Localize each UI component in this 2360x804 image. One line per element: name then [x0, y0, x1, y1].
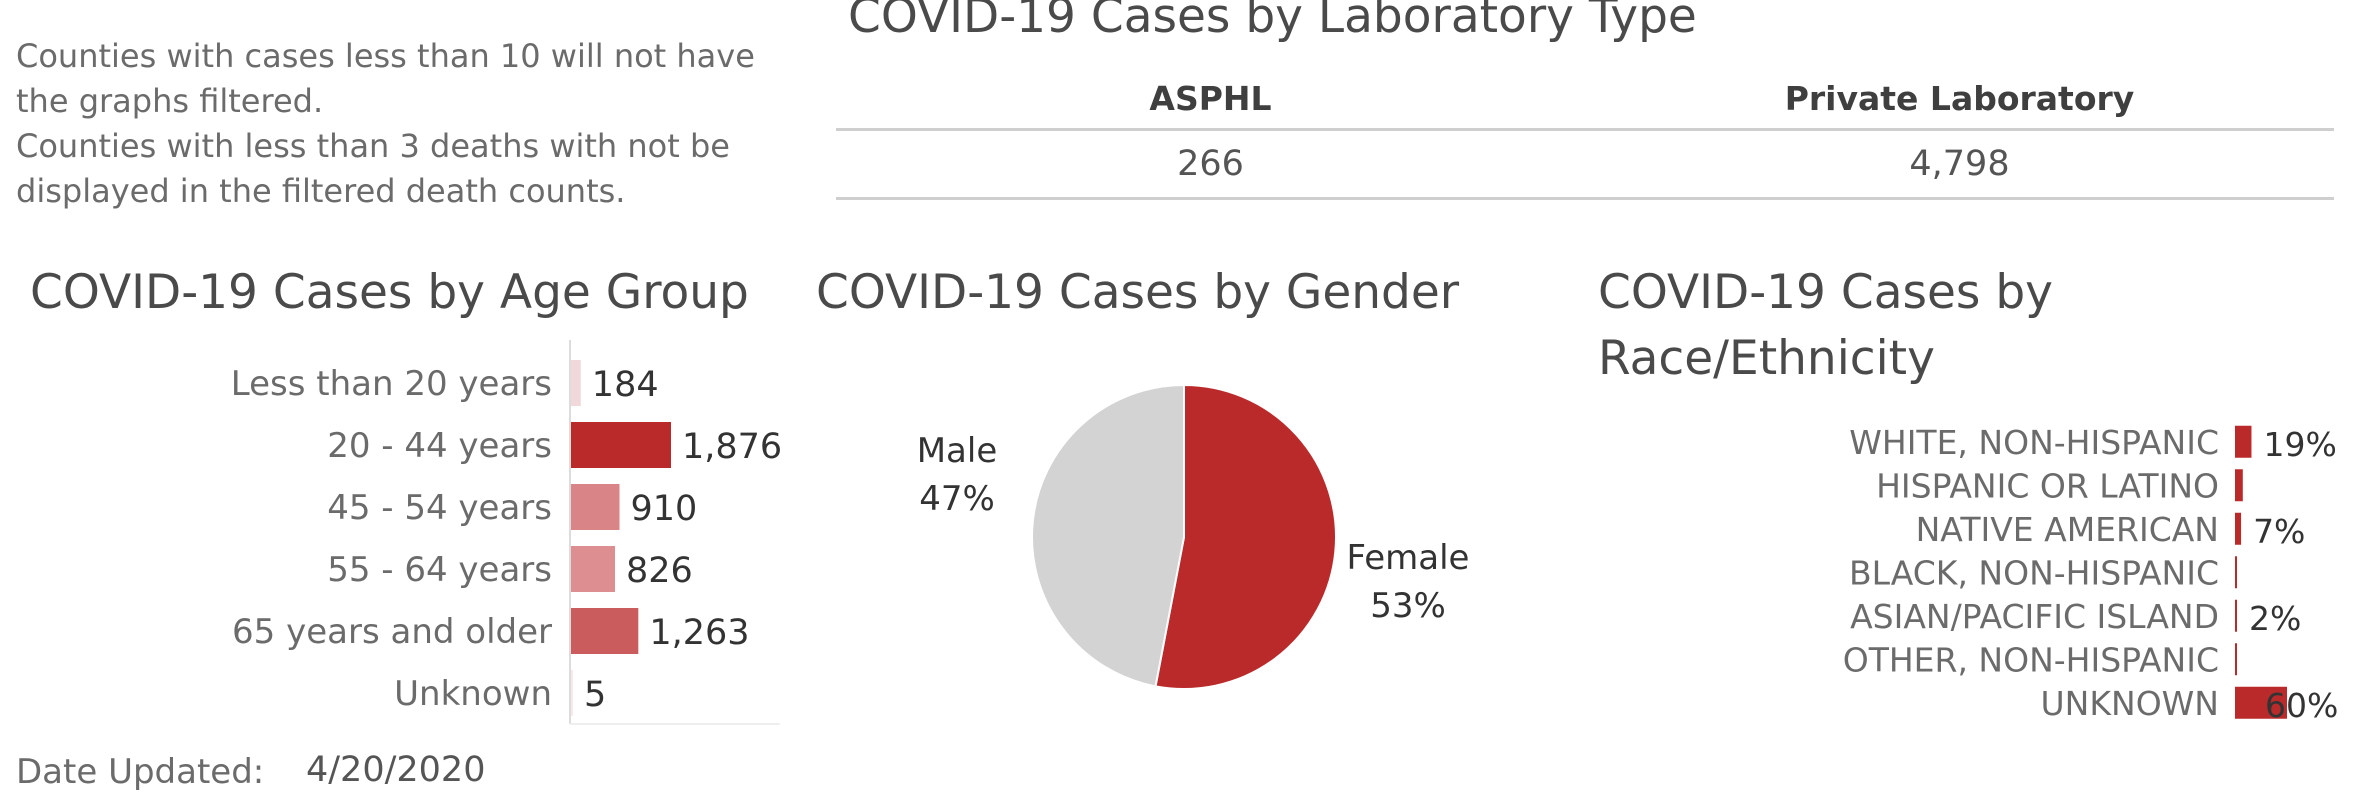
- gender-chart-title: COVID-19 Cases by Gender: [816, 265, 1460, 320]
- age-value-label: 184: [592, 365, 659, 405]
- race-category-label: NATIVE AMERICAN: [1916, 510, 2219, 549]
- race-category-label: OTHER, NON-HISPANIC: [1843, 640, 2219, 679]
- date-updated-label: Date Updated:: [16, 752, 265, 792]
- race-chart-title: COVID-19 Cases by Race/Ethnicity: [1598, 265, 2053, 386]
- race-value-label: 60%: [2265, 686, 2338, 725]
- lab-type-title: COVID-19 Cases by Laboratory Type: [848, 0, 1697, 44]
- age-bar: [571, 670, 573, 716]
- lab-value-asphl: 266: [836, 131, 1585, 200]
- age-value-label: 5: [584, 675, 606, 715]
- gender-slice-percent: 53%: [1370, 586, 1446, 626]
- race-value-label: 7%: [2253, 512, 2305, 551]
- age-group-chart: Less than 20 years 184 20 - 44 years 1,876 4…: [231, 340, 782, 725]
- race-bar: [2235, 686, 2287, 719]
- gender-slice-percent: 47%: [919, 479, 995, 519]
- age-category-label: 45 - 54 years: [327, 488, 552, 528]
- age-category-label: 20 - 44 years: [327, 426, 552, 466]
- age-bar: [571, 546, 616, 592]
- age-value-label: 1,876: [682, 427, 782, 467]
- lab-header-row: ASPHL Private Laboratory: [836, 70, 2334, 131]
- note-cases: Counties with cases less than 10 will no…: [16, 37, 755, 120]
- age-category-label: 55 - 64 years: [327, 550, 552, 590]
- gender-slice-name: Female: [1347, 538, 1470, 578]
- gender-pie-chart: Female 53% Male 47%: [917, 383, 1470, 690]
- race-ethnicity-chart: WHITE, NON-HISPANIC 19% HISPANIC OR LATINO…: [1843, 423, 2339, 725]
- lab-type-table: ASPHL Private Laboratory 266 4,798: [836, 70, 2334, 200]
- race-category-label: HISPANIC OR LATINO: [1876, 466, 2219, 505]
- lab-value-row: 266 4,798: [836, 131, 2334, 200]
- race-category-label: BLACK, NON-HISPANIC: [1849, 553, 2219, 592]
- gender-slice-male: [1031, 383, 1185, 688]
- filter-note: Counties with cases less than 10 will no…: [16, 34, 806, 214]
- age-chart-title: COVID-19 Cases by Age Group: [30, 265, 749, 320]
- race-category-label: WHITE, NON-HISPANIC: [1849, 423, 2219, 462]
- race-value-label: 19%: [2263, 425, 2336, 464]
- race-category-label: UNKNOWN: [2041, 684, 2219, 723]
- age-value-label: 910: [631, 489, 698, 529]
- age-category-label: Unknown: [394, 674, 552, 714]
- age-bar: [571, 360, 581, 406]
- age-value-label: 826: [626, 551, 693, 591]
- age-category-label: Less than 20 years: [231, 364, 552, 404]
- race-value-label: 2%: [2249, 599, 2301, 638]
- age-bar: [571, 422, 671, 468]
- race-category-label: ASIAN/PACIFIC ISLAND: [1850, 597, 2219, 636]
- lab-header-private: Private Laboratory: [1585, 70, 2334, 131]
- race-bar: [2235, 512, 2242, 545]
- age-bar: [571, 608, 639, 654]
- lab-header-asphl: ASPHL: [836, 70, 1585, 131]
- lab-value-private: 4,798: [1585, 131, 2334, 200]
- race-bar: [2235, 556, 2237, 589]
- race-bar: [2235, 425, 2252, 458]
- age-bar: [571, 484, 620, 530]
- note-deaths: Counties with less than 3 deaths with no…: [16, 127, 730, 210]
- race-bar: [2235, 599, 2237, 632]
- age-value-label: 1,263: [649, 613, 749, 653]
- date-updated-value: 4/20/2020: [306, 750, 486, 790]
- race-bar: [2235, 643, 2237, 676]
- age-category-label: 65 years and older: [232, 612, 552, 652]
- gender-slice-female: [1154, 383, 1337, 690]
- race-bar: [2235, 469, 2243, 502]
- gender-slice-name: Male: [917, 431, 998, 471]
